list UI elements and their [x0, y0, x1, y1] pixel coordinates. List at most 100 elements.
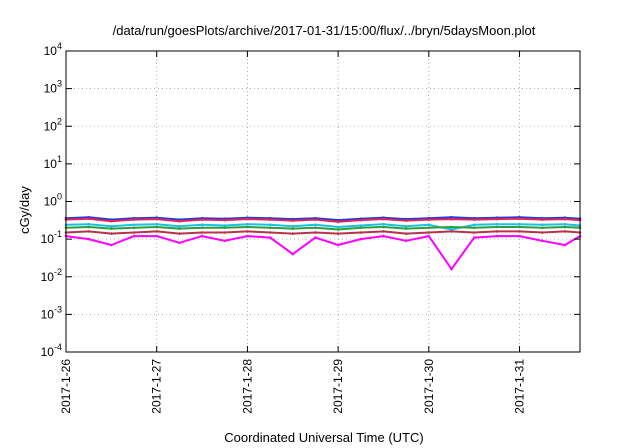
series-layer — [64, 216, 582, 271]
data-point — [450, 225, 453, 229]
data-point — [268, 236, 272, 239]
data-point — [359, 218, 363, 222]
data-point — [268, 218, 272, 221]
data-point — [450, 267, 453, 271]
data-point — [404, 232, 408, 235]
data-point — [518, 230, 521, 233]
data-point — [359, 231, 363, 234]
data-point — [314, 236, 317, 239]
data-point — [472, 218, 476, 221]
data-point — [178, 241, 181, 245]
data-point — [336, 232, 340, 235]
data-point — [268, 226, 272, 230]
y-axis-label: cGy/day — [17, 186, 32, 234]
data-point — [450, 230, 453, 233]
data-point — [427, 226, 431, 230]
chart-title: /data/run/goesPlots/archive/2017-01-31/1… — [113, 23, 536, 38]
data-point — [246, 234, 249, 238]
data-point — [382, 230, 385, 233]
data-point — [382, 222, 385, 226]
series-6 — [64, 234, 582, 271]
data-point — [359, 224, 363, 227]
data-point — [314, 223, 317, 227]
data-point — [540, 223, 544, 227]
data-point — [495, 225, 499, 229]
data-point — [359, 237, 363, 241]
data-point — [132, 226, 136, 230]
x-tick-label: 2017-1-26 — [59, 359, 73, 414]
data-point — [382, 217, 385, 221]
data-point — [540, 239, 544, 243]
series-line — [65, 230, 581, 235]
data-point — [563, 225, 567, 229]
data-point — [155, 217, 158, 221]
y-tick-label: 100 — [44, 192, 62, 209]
x-tick-label: 2017-1-29 — [331, 359, 345, 414]
data-point — [132, 231, 136, 234]
data-point — [200, 234, 204, 238]
y-tick-label: 103 — [44, 79, 62, 96]
data-point — [404, 219, 408, 222]
data-point — [382, 225, 385, 229]
x-tick-label: 2017-1-28 — [240, 359, 254, 414]
data-point — [427, 231, 431, 234]
ticks — [65, 50, 580, 353]
data-point — [291, 232, 295, 235]
data-point — [472, 223, 476, 227]
data-point — [223, 231, 226, 234]
data-point — [314, 231, 317, 234]
data-point — [223, 239, 226, 243]
y-tick-label: 10-4 — [41, 342, 62, 359]
data-point — [518, 225, 521, 229]
series-5 — [64, 230, 582, 235]
data-point — [450, 216, 453, 219]
y-tick-labels: 10-4 10-3 10-2 10-1 100 101 102 103 104 — [41, 41, 62, 359]
data-point — [268, 231, 272, 234]
data-point — [291, 224, 295, 228]
data-point — [110, 224, 113, 228]
data-point — [223, 218, 226, 222]
x-tick-label: 2017-1-31 — [513, 359, 527, 414]
data-point — [404, 239, 408, 243]
data-point — [563, 222, 567, 226]
data-point — [200, 226, 204, 230]
data-point — [223, 224, 226, 227]
grid — [65, 51, 580, 352]
data-point — [132, 218, 136, 221]
data-point — [110, 243, 113, 247]
x-tick-label: 2017-1-27 — [150, 359, 164, 414]
data-point — [382, 234, 385, 238]
data-point — [404, 224, 408, 228]
data-point — [450, 217, 453, 221]
data-point — [336, 243, 340, 247]
y-tick-label: 104 — [44, 41, 62, 58]
data-point — [540, 226, 544, 230]
y-tick-label: 10-2 — [41, 267, 62, 284]
data-point — [495, 230, 499, 233]
data-point — [155, 222, 158, 226]
data-point — [178, 227, 181, 230]
series-line — [65, 216, 581, 222]
data-point — [291, 219, 295, 222]
data-point — [291, 252, 295, 256]
series-line — [65, 217, 581, 223]
data-point — [495, 222, 499, 226]
x-axis-label: Coordinated Universal Time (UTC) — [224, 430, 423, 445]
series-4 — [64, 225, 582, 231]
data-point — [359, 226, 363, 230]
data-point — [268, 223, 272, 227]
data-point — [178, 224, 181, 228]
data-point — [540, 218, 544, 221]
data-point — [472, 236, 476, 239]
data-point — [246, 230, 249, 233]
data-point — [291, 227, 295, 230]
data-point — [314, 218, 317, 221]
data-point — [314, 226, 317, 230]
series-line — [65, 226, 581, 231]
data-point — [246, 225, 249, 229]
data-point — [336, 220, 340, 223]
data-point — [404, 227, 408, 230]
data-point — [110, 219, 113, 223]
data-point — [495, 234, 499, 238]
